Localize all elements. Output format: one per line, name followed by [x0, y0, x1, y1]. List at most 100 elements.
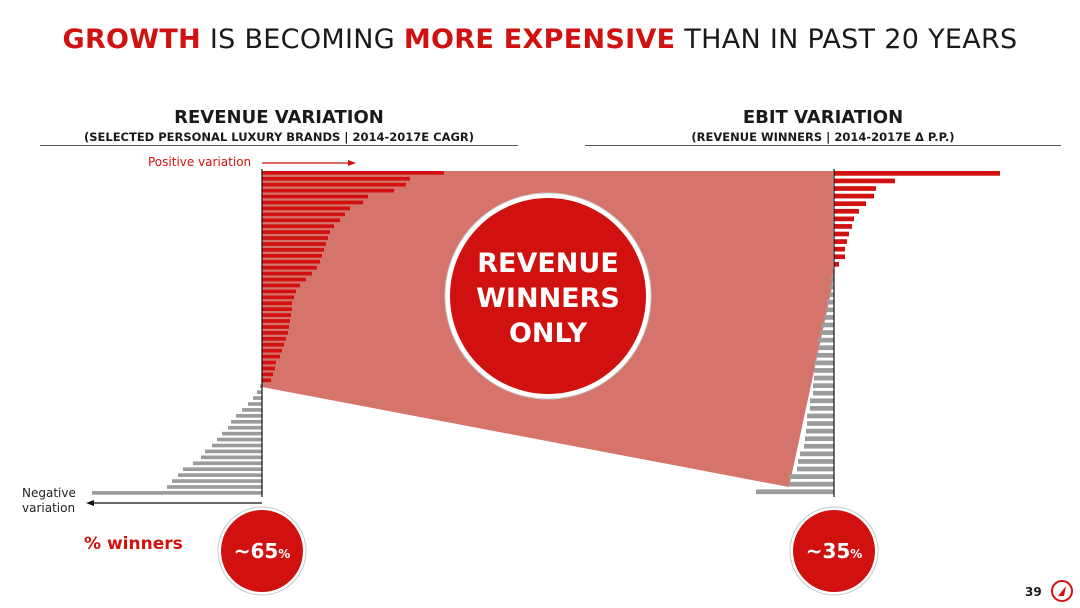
ebit-positive-bar [834, 224, 852, 229]
revenue-positive-bar [262, 295, 294, 300]
center-text-1: REVENUE [477, 248, 619, 279]
revenue-negative-bar [257, 390, 262, 394]
revenue-positive-bar [262, 325, 289, 329]
revenue-positive-bar [262, 331, 288, 335]
negative-label-line-1: Negative [22, 486, 76, 500]
ebit-negative-bar [818, 345, 834, 351]
center-circle: REVENUE WINNERS ONLY [444, 192, 652, 400]
revenue-positive-bar [262, 248, 324, 252]
ebit-positive-bar [834, 254, 845, 260]
winners-label: % winners [84, 534, 183, 554]
revenue-positive-bar [262, 271, 312, 276]
ebit-negative-bar [824, 315, 834, 320]
ebit-negative-bar [814, 375, 834, 381]
revenue-negative-bar [217, 437, 262, 442]
right-percent-sign: % [850, 547, 862, 561]
ebit-negative-bar [798, 459, 834, 464]
left-percent-circle: ~65% [217, 506, 307, 596]
revenue-positive-bar [262, 336, 286, 341]
revenue-positive-bar [262, 354, 280, 359]
svg-text:~65%: ~65% [234, 539, 291, 563]
revenue-positive-bar [262, 360, 276, 365]
left-percent-value: ~65 [234, 539, 279, 563]
ebit-negative-bar [806, 428, 834, 434]
ebit-negative-bar [807, 413, 834, 419]
title-word-growth: GROWTH [62, 24, 202, 55]
ebit-negative-bar [813, 383, 834, 388]
ebit-negative-bar [826, 307, 834, 313]
ebit-negative-bar [789, 481, 834, 487]
revenue-positive-bar [262, 277, 306, 282]
positive-arrowhead [348, 160, 356, 166]
positive-variation-label: Positive variation [148, 155, 252, 169]
negative-label-line-2: variation [22, 501, 76, 515]
ebit-positive-bar [834, 246, 845, 252]
right-percent-value: ~35 [806, 539, 851, 563]
revenue-negative-bar [201, 455, 262, 460]
revenue-negative-bar [205, 449, 262, 454]
revenue-positive-bar [262, 289, 296, 294]
ebit-negative-bar [789, 474, 834, 479]
revenue-negative-bar [253, 396, 262, 400]
ebit-negative-bar [831, 277, 834, 282]
title-part-2: IS BECOMING [201, 24, 404, 55]
ebit-bars [756, 171, 1000, 495]
page-number: 39 [1025, 585, 1042, 599]
ebit-negative-bar [810, 406, 834, 411]
center-text-3: ONLY [509, 318, 588, 349]
revenue-negative-bar [228, 425, 262, 430]
ebit-positive-bar [834, 193, 874, 199]
revenue-negative-bar [222, 431, 262, 436]
ebit-positive-bar [834, 178, 895, 184]
right-panel-header: EBIT VARIATION (REVENUE WINNERS | 2014-2… [585, 107, 1061, 144]
ebit-negative-bar [816, 352, 834, 358]
ebit-positive-bar [834, 239, 847, 244]
revenue-positive-bar [262, 259, 320, 264]
ebit-negative-bar [827, 299, 834, 305]
revenue-positive-bar [262, 265, 317, 270]
ebit-negative-bar [830, 284, 834, 290]
revenue-positive-bar [262, 307, 292, 311]
revenue-negative-bar [242, 408, 262, 412]
revenue-positive-bar [262, 188, 394, 193]
ebit-negative-bar [818, 337, 834, 343]
left-panel-header: REVENUE VARIATION (SELECTED PERSONAL LUX… [40, 107, 518, 144]
right-header-rule [585, 145, 1061, 146]
slide-title: GROWTH IS BECOMING MORE EXPENSIVE THAN I… [0, 24, 1080, 55]
revenue-positive-bar [262, 200, 363, 205]
revenue-positive-bar [262, 171, 444, 175]
ebit-positive-bar [834, 208, 859, 214]
ebit-negative-bar [814, 360, 834, 366]
title-word-expensive: MORE EXPENSIVE [403, 24, 676, 55]
ebit-negative-bar [807, 421, 834, 426]
revenue-negative-bar [231, 419, 262, 424]
revenue-positive-bar [262, 236, 328, 240]
revenue-positive-bar [262, 212, 345, 217]
right-panel-heading: EBIT VARIATION [742, 107, 904, 128]
title-part-4: THAN IN PAST 20 YEARS [675, 24, 1018, 55]
revenue-positive-bar [262, 194, 368, 199]
revenue-positive-bar [262, 313, 291, 317]
revenue-positive-bar [262, 301, 292, 306]
revenue-positive-bar [262, 342, 284, 347]
revenue-negative-bar [183, 467, 262, 472]
ebit-negative-bar [797, 466, 834, 472]
right-panel-subheading: (REVENUE WINNERS | 2014-2017E Δ P.P.) [691, 130, 955, 144]
revenue-positive-bar [262, 372, 273, 377]
center-text-2: WINNERS [476, 283, 620, 314]
revenue-positive-bar [262, 218, 340, 223]
ebit-negative-bar [800, 451, 834, 457]
revenue-negative-bar [92, 491, 262, 495]
revenue-negative-bar [260, 384, 262, 389]
left-percent-sign: % [278, 547, 290, 561]
revenue-positive-bar [262, 182, 406, 187]
revenue-positive-bar [262, 176, 410, 181]
ebit-negative-bar [805, 436, 834, 442]
revenue-positive-bar [262, 242, 326, 246]
ebit-negative-bar [820, 330, 834, 335]
ebit-negative-bar [829, 292, 834, 297]
ebit-negative-bar [813, 390, 834, 396]
left-panel-subheading: (SELECTED PERSONAL LUXURY BRANDS | 2014-… [83, 130, 475, 144]
revenue-negative-bar [236, 414, 262, 418]
